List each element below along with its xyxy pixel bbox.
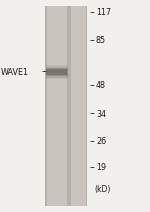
Bar	[70, 6, 87, 206]
Text: --: --	[90, 110, 96, 119]
Text: --: --	[41, 68, 47, 77]
Text: --: --	[90, 137, 96, 146]
Bar	[85, 6, 87, 206]
Bar	[46, 69, 67, 75]
Text: (kD): (kD)	[95, 185, 111, 194]
Text: --: --	[90, 81, 96, 90]
Text: WAVE1: WAVE1	[0, 68, 28, 77]
Bar	[45, 6, 46, 206]
Bar	[70, 6, 71, 206]
Bar	[46, 65, 68, 79]
Bar	[46, 68, 68, 76]
Bar	[67, 6, 68, 206]
Bar	[46, 67, 68, 78]
Bar	[45, 6, 68, 206]
Text: 19: 19	[96, 163, 106, 172]
Text: 48: 48	[96, 81, 106, 90]
Text: --: --	[90, 8, 96, 17]
Text: 26: 26	[96, 137, 106, 146]
Text: 117: 117	[96, 8, 111, 17]
Text: 34: 34	[96, 110, 106, 119]
Text: 85: 85	[96, 36, 106, 45]
Bar	[68, 6, 70, 206]
Text: --: --	[90, 36, 96, 45]
Text: --: --	[90, 163, 96, 172]
